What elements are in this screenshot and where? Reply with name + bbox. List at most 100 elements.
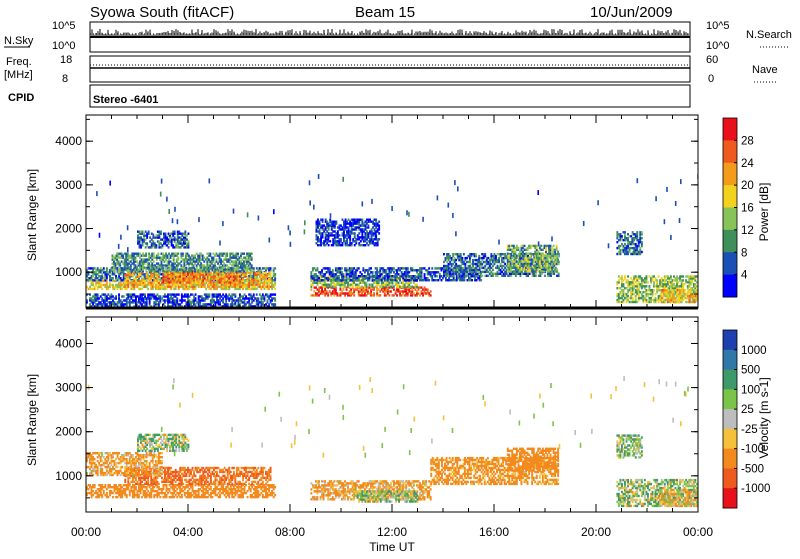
scatter-cell: [480, 279, 482, 281]
nsky-trace: [90, 29, 690, 38]
scatter-cell: [216, 266, 218, 268]
scatter-cell: [227, 303, 229, 305]
scatter-cell: [251, 257, 253, 259]
freq-panel: Freq. [MHz] 18 8 60 0 Nave: [4, 54, 778, 85]
scatter-cell: [358, 279, 360, 281]
scatter-cell: [208, 293, 210, 295]
scatter-cell: [332, 269, 334, 271]
scatter-cell: [216, 258, 218, 260]
scatter-cell: [253, 267, 255, 269]
scatter-cell: [147, 288, 149, 290]
scatter-cell: [460, 253, 462, 255]
scatter-cell: [330, 279, 332, 281]
scatter-cell: [340, 238, 342, 240]
scatter-cell: [168, 246, 170, 248]
scatter-cell: [428, 267, 430, 269]
freq-frame: [90, 56, 690, 82]
scatter-cell: [260, 282, 262, 284]
freq-right-tick-top: 60: [706, 54, 718, 66]
scatter-cell: [436, 275, 438, 277]
scatter-cell: [322, 219, 324, 221]
scatter-cell: [354, 232, 356, 234]
scatter-cell: [274, 282, 276, 284]
scatter-cell: [225, 281, 227, 283]
scatter-cell: [195, 293, 197, 295]
scatter-cell: [168, 268, 170, 270]
scatter-cell: [484, 253, 486, 255]
scatter-cell: [424, 273, 426, 275]
scatter-cell: [146, 242, 148, 244]
nsky-right-tick-top: 10^5: [706, 20, 730, 32]
power-scatter-layer: [86, 174, 700, 308]
scatter-cell: [144, 280, 146, 282]
scatter-cell: [274, 267, 276, 269]
scatter-cell: [452, 275, 454, 277]
scatter-cell: [370, 267, 372, 269]
scatter-cell: [176, 297, 178, 299]
scatter-cell: [158, 274, 160, 276]
scatter-cell: [148, 231, 150, 233]
scatter-cell: [205, 288, 207, 290]
scatter-cell: [379, 294, 381, 296]
scatter-cell: [361, 219, 363, 221]
scatter-cell: [237, 253, 239, 255]
scatter-cell: [461, 257, 463, 259]
scatter-cell: [178, 293, 180, 295]
scatter-cell: [274, 293, 276, 295]
scatter-cell: [177, 253, 179, 255]
scatter-cell: [153, 253, 155, 255]
scatter-cell: [361, 286, 363, 288]
scatter-cell: [375, 219, 377, 221]
scatter-cell: [193, 281, 195, 283]
scatter-cell: [378, 224, 380, 226]
nsky-left-tick-top: 10^5: [52, 20, 76, 32]
beam-title: Beam 15: [355, 4, 415, 21]
scatter-cell: [184, 231, 186, 233]
scatter-cell: [199, 281, 201, 283]
scatter-cell: [251, 253, 253, 255]
scatter-cell: [247, 276, 249, 278]
scatter-cell: [471, 279, 473, 281]
scatter-cell: [270, 286, 272, 288]
scatter-cell: [97, 293, 99, 295]
scatter-cell: [475, 253, 477, 255]
freq-label-line1: Freq.: [6, 56, 32, 68]
scatter-cell: [430, 294, 432, 296]
scatter-cell: [274, 273, 276, 275]
scatter-cell: [339, 234, 341, 236]
scatter-cell: [195, 297, 197, 299]
scatter-cell: [416, 284, 418, 286]
scatter-cell: [177, 257, 179, 259]
scatter-cell: [243, 253, 245, 255]
scatter-cell: [188, 233, 190, 235]
scatter-cell: [234, 293, 236, 295]
scatter-cell: [378, 282, 380, 284]
freq-label-line2: [MHz]: [4, 69, 33, 81]
scatter-cell: [388, 294, 390, 296]
freq-trace: [90, 65, 690, 68]
scatter-cell: [376, 267, 378, 269]
scatter-cell: [327, 277, 329, 279]
scatter-cell: [463, 253, 465, 255]
scatter-cell: [310, 288, 312, 290]
scatter-cell: [160, 231, 162, 233]
scatter-cell: [157, 253, 159, 255]
scatter-cell: [341, 267, 343, 269]
scatter-cell: [392, 282, 394, 284]
freq-left-tick-bottom: 8: [62, 73, 68, 85]
scatter-cell: [253, 293, 255, 295]
scatter-cell: [182, 284, 184, 286]
scatter-cell: [390, 290, 392, 292]
scatter-cell: [226, 253, 228, 255]
scatter-cell: [368, 224, 370, 226]
scatter-cell: [174, 231, 176, 233]
scatter-cell: [329, 267, 331, 269]
scatter-cell: [471, 275, 473, 277]
scatter-cell: [229, 268, 231, 270]
scatter-cell: [270, 267, 272, 269]
scatter-cell: [328, 244, 330, 246]
nsky-right-tick-bottom: 10^0: [706, 40, 730, 52]
